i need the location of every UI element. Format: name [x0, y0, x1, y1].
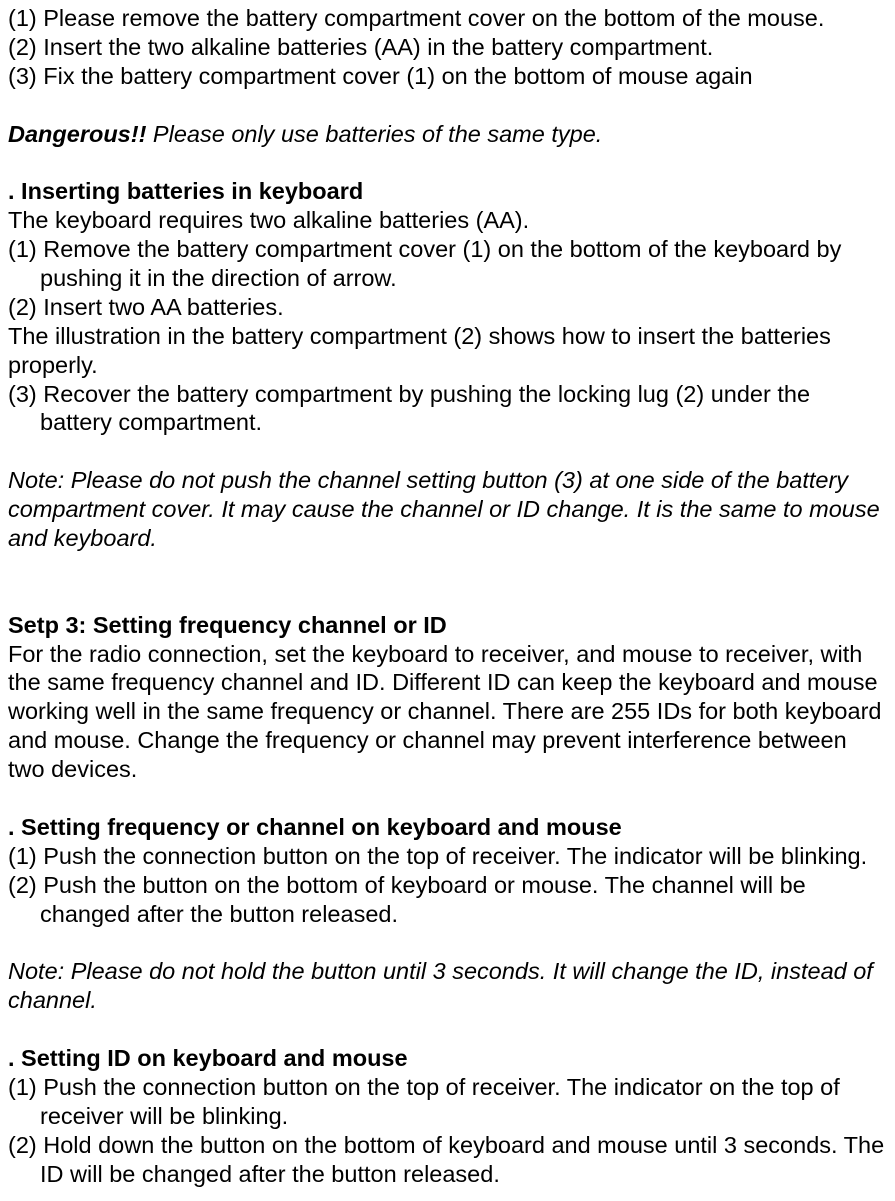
document-body: (1) Please remove the battery compartmen…	[8, 4, 887, 1189]
section-heading: . Setting ID on keyboard and mouse	[8, 1044, 887, 1073]
danger-rest: Please only use batteries of the same ty…	[146, 121, 602, 147]
body-text: For the radio connection, set the keyboa…	[8, 640, 887, 784]
step-text: (3) Fix the battery compartment cover (1…	[8, 62, 887, 91]
step-text: (1) Push the connection button on the to…	[8, 1073, 887, 1131]
danger-note: Dangerous!! Please only use batteries of…	[8, 120, 887, 149]
blank-line	[8, 929, 887, 958]
section-heading: Setp 3: Setting frequency channel or ID	[8, 611, 887, 640]
step-text: (2) Insert the two alkaline batteries (A…	[8, 33, 887, 62]
mouse-battery-steps: (1) Please remove the battery compartmen…	[8, 4, 887, 91]
blank-line	[8, 91, 887, 120]
blank-line	[8, 148, 887, 177]
body-text: The illustration in the battery compartm…	[8, 322, 887, 380]
step-text: (2) Insert two AA batteries.	[8, 293, 887, 322]
step-text: (2) Hold down the button on the bottom o…	[8, 1131, 887, 1189]
section-heading: . Setting frequency or channel on keyboa…	[8, 813, 887, 842]
body-text: The keyboard requires two alkaline batte…	[8, 206, 887, 235]
section-heading: . Inserting batteries in keyboard	[8, 177, 887, 206]
step-text: (1) Push the connection button on the to…	[8, 842, 887, 871]
step-text: (3) Recover the battery compartment by p…	[8, 380, 887, 438]
step-text: (1) Please remove the battery compartmen…	[8, 4, 887, 33]
step-text: (1) Remove the battery compartment cover…	[8, 235, 887, 293]
step-text: (2) Push the button on the bottom of key…	[8, 871, 887, 929]
blank-line	[8, 582, 887, 611]
note-text: Note: Please do not push the channel set…	[8, 466, 887, 553]
blank-line	[8, 437, 887, 466]
danger-lead: Dangerous!!	[8, 121, 146, 147]
note-text: Note: Please do not hold the button unti…	[8, 957, 887, 1015]
blank-line	[8, 1015, 887, 1044]
blank-line	[8, 553, 887, 582]
blank-line	[8, 784, 887, 813]
